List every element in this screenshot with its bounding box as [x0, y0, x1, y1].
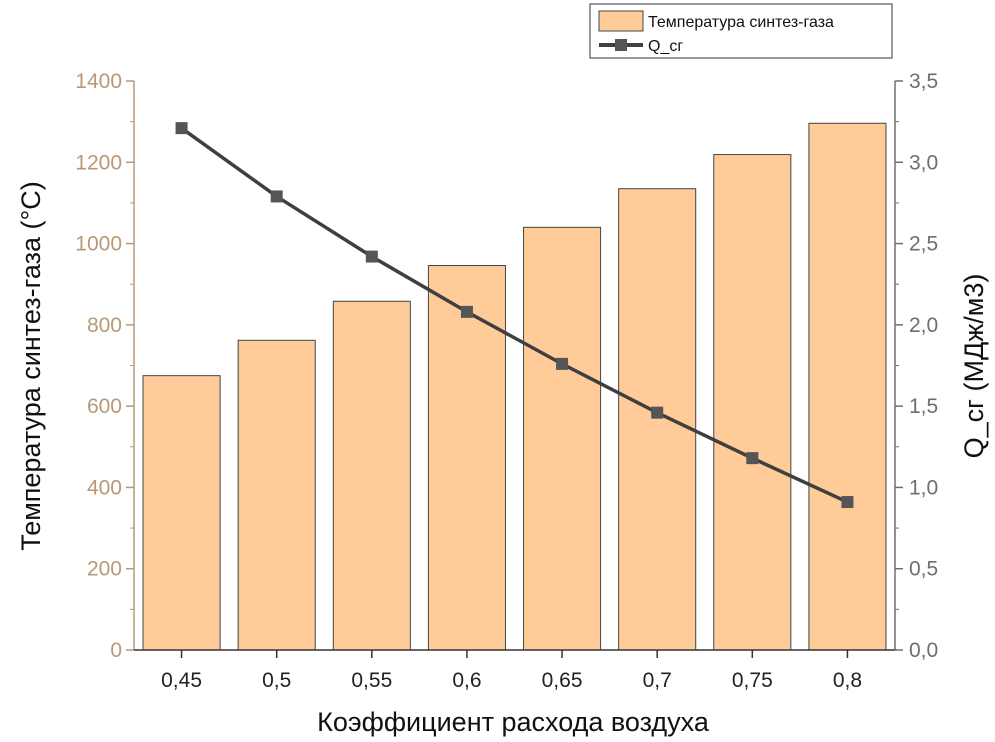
legend-bar-swatch — [598, 10, 644, 32]
x-tick-label-5: 0,7 — [643, 669, 672, 692]
bar-5 — [618, 188, 697, 651]
right-tick-label-2: 1,0 — [909, 476, 938, 499]
q-point-4 — [556, 357, 569, 370]
line-layer — [175, 122, 854, 509]
right-tick-label-1: 0,5 — [909, 558, 938, 581]
right-tick-label-4: 2,0 — [909, 314, 938, 337]
left-tick-label-7: 1400 — [75, 70, 122, 93]
x-tick-label-4: 0,65 — [542, 669, 583, 692]
bars-layer — [142, 122, 887, 651]
left-tick-label-6: 1200 — [75, 151, 122, 174]
right-tick-label-5: 2,5 — [909, 233, 938, 256]
bar-2 — [332, 300, 411, 651]
x-tick-label-1: 0,5 — [262, 669, 291, 692]
right-y-axis-title: Q_сг (МДж/м3) — [959, 274, 989, 459]
x-tick-label-2: 0,55 — [351, 669, 392, 692]
x-tick-label-0: 0,45 — [161, 669, 202, 692]
left-tick-label-1: 200 — [87, 558, 122, 581]
left-tick-label-2: 400 — [87, 476, 122, 499]
right-tick-label-3: 1,5 — [909, 395, 938, 418]
bar-7 — [808, 122, 887, 651]
q-point-7 — [841, 496, 854, 509]
left-y-axis-title: Температура синтез-газа (°С) — [16, 181, 46, 551]
q-point-3 — [460, 305, 473, 318]
right-tick-label-7: 3,5 — [909, 70, 938, 93]
bar-6 — [713, 154, 792, 651]
left-tick-label-4: 800 — [87, 314, 122, 337]
legend-marker-swatch — [615, 39, 627, 51]
left-tick-label-0: 0 — [110, 639, 122, 662]
q-point-6 — [746, 452, 759, 465]
x-axis-title: Коэффициент расхода воздуха — [317, 707, 710, 737]
left-tick-label-5: 1000 — [75, 233, 122, 256]
x-tick-label-7: 0,8 — [833, 669, 862, 692]
left-tick-label-3: 600 — [87, 395, 122, 418]
q-point-1 — [270, 190, 283, 203]
q-point-0 — [175, 122, 188, 135]
bar-0 — [142, 375, 221, 651]
legend: Температура синтез-газа Q_сг — [589, 3, 893, 59]
legend-label-temperature: Температура синтез-газа — [648, 14, 834, 31]
right-tick-label-6: 3,0 — [909, 151, 938, 174]
right-tick-label-0: 0,0 — [909, 639, 938, 662]
q-line — [180, 126, 849, 504]
bar-1 — [237, 339, 316, 651]
q-point-5 — [651, 406, 664, 419]
legend-label-q: Q_сг — [648, 38, 683, 55]
bar-4 — [523, 226, 602, 651]
bar-3 — [427, 265, 506, 651]
q-point-2 — [365, 250, 378, 263]
x-tick-label-6: 0,75 — [732, 669, 773, 692]
x-tick-label-3: 0,6 — [452, 669, 481, 692]
ticks-layer: 0 200 400 600 800 1000 1200 1400 0,0 0,5 1,0 1,5 2,0… — [75, 70, 938, 692]
